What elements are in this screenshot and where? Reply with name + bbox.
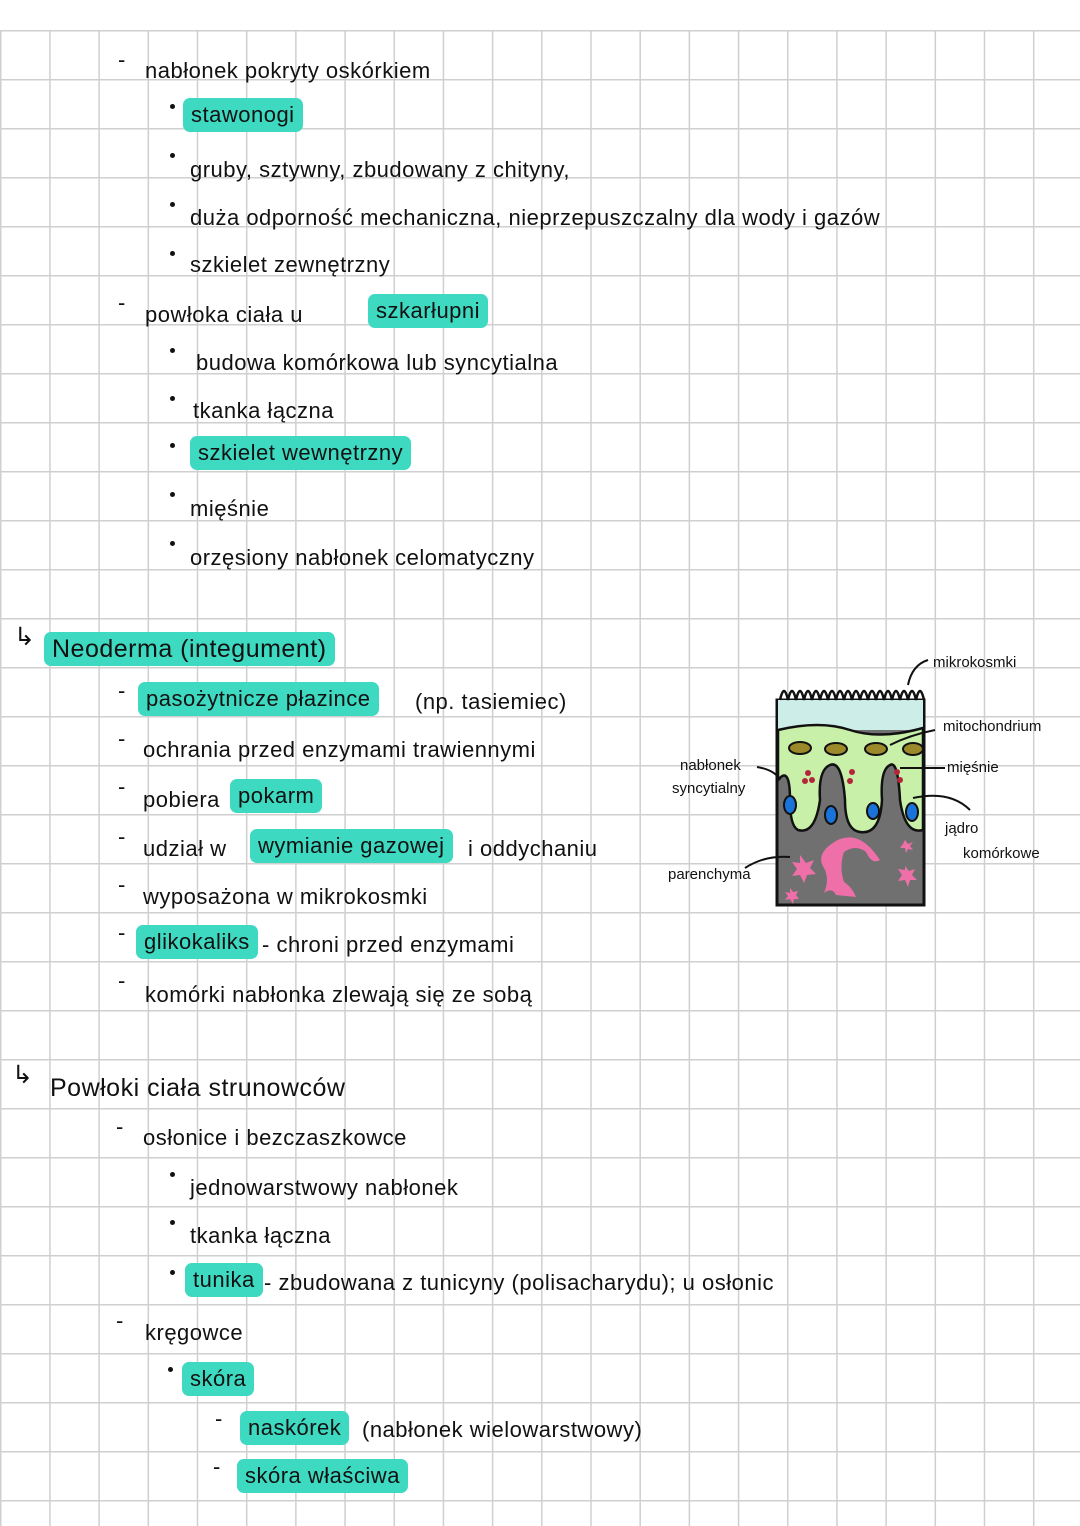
label-arrows (744, 659, 971, 869)
note-line: pobiera (143, 787, 220, 812)
label-mitochondrion: mitochondrium (943, 718, 1042, 735)
section-title: Neoderma (integument) (44, 632, 335, 666)
bullet (170, 348, 175, 353)
dash: - (118, 872, 126, 897)
dash: - (118, 47, 126, 72)
bullet (170, 541, 175, 546)
bullet (170, 1172, 175, 1177)
dash: - (118, 774, 126, 799)
note-line: orzęsiony nabłonek celomatyczny (190, 545, 535, 570)
label-nucleus-2: komórkowe (963, 845, 1040, 862)
dash: - (215, 1406, 223, 1431)
note-line: (nabłonek wielowarstwowy) (362, 1417, 643, 1442)
label-muscles: mięśnie (947, 759, 999, 776)
dash: - (116, 1114, 124, 1139)
dash: - (118, 726, 126, 751)
bullet (170, 202, 175, 207)
dash: - (118, 968, 126, 993)
highlight-term: tunika (185, 1263, 263, 1297)
bullet (170, 396, 175, 401)
microvilli-shape (778, 689, 926, 701)
label-nucleus: jądro (945, 820, 979, 837)
dash: - (118, 824, 126, 849)
bullet (170, 492, 175, 497)
nuclei (783, 795, 919, 825)
note-line: - chroni przed enzymami (262, 932, 515, 957)
highlight-term: skóra właściwa (237, 1459, 408, 1493)
highlight-term: pokarm (230, 779, 323, 813)
dash: - (116, 1308, 124, 1333)
note-line: udział w (143, 836, 227, 861)
bullet (170, 251, 175, 256)
note-line: (np. tasiemiec) (415, 689, 567, 714)
bullet (170, 153, 175, 158)
bullet (170, 1220, 175, 1225)
note-line: i oddychaniu (468, 836, 598, 861)
note-line: wyposażona w mikrokosmki (143, 884, 428, 909)
note-line: osłonice i bezczaszkowce (143, 1125, 407, 1150)
highlight-term: wymianie gazowej (250, 829, 453, 863)
note-line: szkielet zewnętrzny (190, 252, 391, 277)
note-line: mięśnie (190, 496, 270, 521)
note-line: tkanka łączna (193, 398, 335, 423)
highlight-term: szkarłupni (368, 294, 489, 328)
note-line: budowa komórkowa lub syncytialna (196, 350, 559, 375)
dash: - (118, 678, 126, 703)
highlight-term: naskórek (240, 1411, 350, 1445)
dash: - (118, 920, 126, 945)
note-line: duża odporność mechaniczna, nieprzepuszc… (190, 205, 881, 230)
note-line: gruby, sztywny, zbudowany z chityny, (190, 157, 570, 182)
label-syncytial-2: syncytialny (672, 780, 746, 797)
label-microvilli: mikrokosmki (933, 654, 1017, 671)
highlight-term: glikokaliks (136, 925, 258, 959)
note-line: nabłonek pokryty oskórkiem (145, 58, 431, 83)
mitochondria (788, 741, 924, 756)
note-line: ochrania przed enzymami trawiennymi (143, 737, 536, 762)
bullet (168, 1367, 173, 1372)
highlight-term: stawonogi (183, 98, 303, 132)
arrow-icon: ↳ (12, 1061, 34, 1089)
bullet (170, 443, 175, 448)
note-line: komórki nabłonka zlewają się ze sobą (145, 982, 533, 1007)
note-line: - zbudowana z tunicyny (polisacharydu); … (264, 1270, 774, 1295)
note-line: jednowarstwowy nabłonek (190, 1175, 459, 1200)
arrow-icon: ↳ (14, 623, 36, 651)
label-syncytial: nabłonek (680, 757, 741, 774)
label-parenchyma: parenchyma (668, 866, 751, 883)
dash: - (118, 290, 126, 315)
bullet (170, 104, 175, 109)
highlight-term: szkielet wewnętrzny (190, 436, 412, 470)
bullet (170, 1270, 175, 1275)
muscle-dots (802, 769, 903, 784)
note-line: tkanka łączna (190, 1223, 332, 1248)
highlight-term: pasożytnicze płazince (138, 682, 379, 716)
note-line: kręgowce (145, 1320, 244, 1345)
highlight-term: skóra (182, 1362, 255, 1396)
parenchyma-cells (785, 837, 917, 904)
note-line: powłoka ciała u (145, 302, 303, 327)
section-title: Powłoki ciała strunowców (50, 1074, 346, 1102)
dash: - (213, 1454, 221, 1479)
